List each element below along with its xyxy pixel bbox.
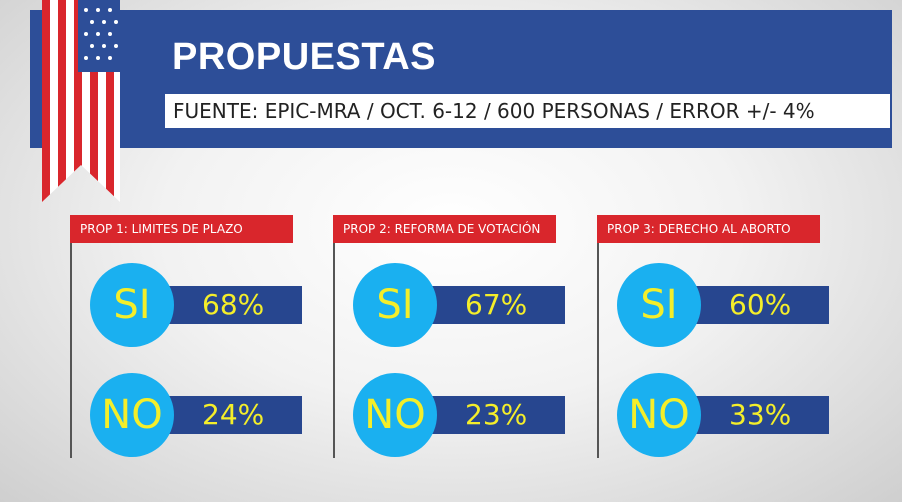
- answer-circle: SI: [617, 263, 701, 347]
- value-bar: 33%: [687, 396, 829, 434]
- answer-circle: NO: [617, 373, 701, 457]
- answer-circle: NO: [353, 373, 437, 457]
- title: PROPUESTAS: [172, 36, 437, 78]
- panel-title: PROP 1: LIMITES DE PLAZO: [70, 215, 293, 243]
- source: FUENTE: EPIC-MRA / OCT. 6-12 / 600 PERSO…: [165, 94, 890, 128]
- value-bar: 23%: [423, 396, 565, 434]
- answer-circle: NO: [90, 373, 174, 457]
- panel-line: [597, 243, 599, 458]
- panel-line: [333, 243, 335, 458]
- panel-line: [70, 243, 72, 458]
- flag-ribbon: [42, 0, 120, 202]
- value-bar: 67%: [423, 286, 565, 324]
- value-bar: 68%: [160, 286, 302, 324]
- panel-title: PROP 3: DERECHO AL ABORTO: [597, 215, 820, 243]
- value-bar: 60%: [687, 286, 829, 324]
- panel-title: PROP 2: REFORMA DE VOTACIÓN: [333, 215, 556, 243]
- value-bar: 24%: [160, 396, 302, 434]
- answer-circle: SI: [353, 263, 437, 347]
- answer-circle: SI: [90, 263, 174, 347]
